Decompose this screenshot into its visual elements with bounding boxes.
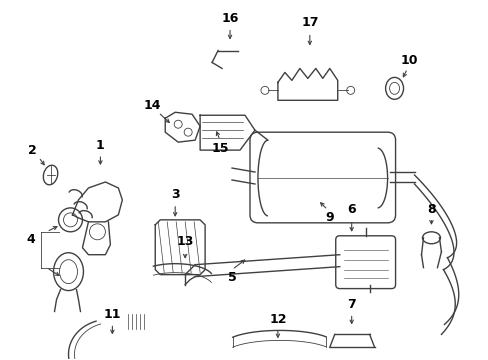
Text: 15: 15	[211, 141, 228, 155]
Text: 8: 8	[427, 203, 435, 216]
Text: 7: 7	[346, 298, 355, 311]
Text: 9: 9	[325, 211, 333, 224]
Text: 14: 14	[143, 99, 161, 112]
Text: 13: 13	[176, 235, 193, 248]
Text: 17: 17	[301, 16, 318, 29]
Text: 5: 5	[227, 271, 236, 284]
Text: 2: 2	[28, 144, 37, 157]
Text: 12: 12	[268, 313, 286, 326]
Text: 3: 3	[170, 188, 179, 202]
Text: 11: 11	[103, 308, 121, 321]
Text: 4: 4	[26, 233, 35, 246]
Text: 1: 1	[96, 139, 104, 152]
Text: 6: 6	[346, 203, 355, 216]
Text: 16: 16	[221, 12, 238, 25]
Text: 10: 10	[400, 54, 417, 67]
